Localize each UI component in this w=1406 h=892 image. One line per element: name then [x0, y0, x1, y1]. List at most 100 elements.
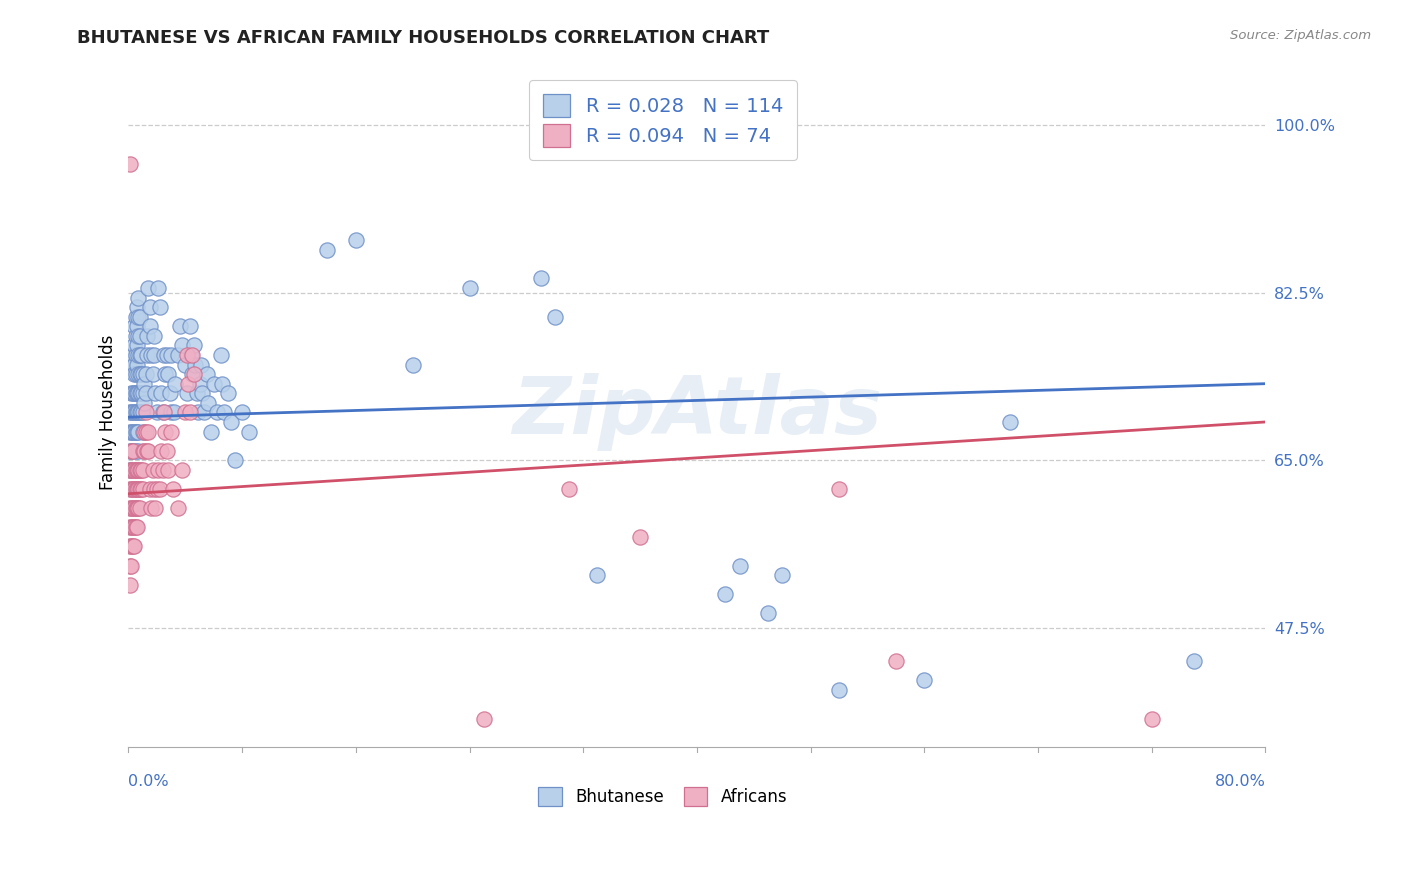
Point — [316, 243, 339, 257]
Point — [150, 443, 173, 458]
Point — [544, 310, 567, 324]
Point — [530, 271, 553, 285]
Point — [179, 319, 201, 334]
Point — [153, 405, 176, 419]
Point — [143, 328, 166, 343]
Point — [209, 348, 232, 362]
Point — [231, 405, 253, 419]
Point — [120, 443, 142, 458]
Point — [238, 425, 260, 439]
Point — [197, 396, 219, 410]
Point — [128, 348, 150, 362]
Point — [128, 482, 150, 496]
Point — [118, 577, 141, 591]
Point — [128, 367, 150, 381]
Point — [127, 501, 149, 516]
Point — [176, 348, 198, 362]
Point — [121, 405, 143, 419]
Point — [124, 443, 146, 458]
Point — [127, 291, 149, 305]
Point — [138, 281, 160, 295]
Point — [122, 386, 145, 401]
Point — [186, 386, 208, 401]
Point — [128, 501, 150, 516]
Point — [127, 310, 149, 324]
Point — [120, 540, 142, 554]
Point — [124, 310, 146, 324]
Point — [184, 358, 207, 372]
Point — [124, 425, 146, 439]
Point — [1140, 712, 1163, 726]
Point — [128, 463, 150, 477]
Point — [128, 310, 150, 324]
Point — [1182, 654, 1205, 668]
Point — [127, 425, 149, 439]
Point — [129, 386, 152, 401]
Point — [135, 367, 157, 381]
Point — [183, 338, 205, 352]
Point — [628, 530, 651, 544]
Point — [142, 463, 165, 477]
Point — [125, 319, 148, 334]
Point — [165, 376, 187, 391]
Point — [172, 338, 194, 352]
Point — [138, 443, 160, 458]
Point — [118, 156, 141, 170]
Point — [124, 520, 146, 534]
Point — [181, 348, 204, 362]
Point — [179, 405, 201, 419]
Point — [120, 443, 142, 458]
Point — [121, 463, 143, 477]
Point — [131, 443, 153, 458]
Point — [156, 348, 179, 362]
Point — [127, 482, 149, 496]
Point — [131, 463, 153, 477]
Point — [127, 348, 149, 362]
Point — [120, 501, 142, 516]
Text: 0.0%: 0.0% — [128, 774, 169, 789]
Point — [122, 367, 145, 381]
Point — [160, 405, 183, 419]
Point — [118, 520, 141, 534]
Point — [200, 425, 222, 439]
Point — [132, 396, 155, 410]
Point — [344, 233, 367, 247]
Point — [118, 501, 141, 516]
Text: Source: ZipAtlas.com: Source: ZipAtlas.com — [1230, 29, 1371, 42]
Point — [211, 376, 233, 391]
Point — [122, 482, 145, 496]
Y-axis label: Family Households: Family Households — [100, 334, 117, 490]
Point — [127, 367, 149, 381]
Point — [714, 587, 737, 601]
Point — [128, 405, 150, 419]
Point — [124, 501, 146, 516]
Point — [122, 358, 145, 372]
Point — [160, 425, 183, 439]
Point — [183, 367, 205, 381]
Point — [132, 425, 155, 439]
Point — [188, 376, 211, 391]
Point — [125, 358, 148, 372]
Point — [127, 405, 149, 419]
Point — [121, 386, 143, 401]
Point — [142, 367, 165, 381]
Point — [828, 482, 851, 496]
Point — [124, 386, 146, 401]
Point — [586, 568, 609, 582]
Point — [160, 348, 183, 362]
Point — [125, 463, 148, 477]
Point — [202, 376, 225, 391]
Point — [143, 482, 166, 496]
Point — [162, 482, 184, 496]
Point — [122, 501, 145, 516]
Point — [138, 425, 160, 439]
Point — [205, 405, 228, 419]
Point — [120, 558, 142, 573]
Point — [132, 443, 155, 458]
Point — [156, 443, 179, 458]
Point — [131, 425, 153, 439]
Point — [122, 463, 145, 477]
Point — [120, 482, 142, 496]
Point — [157, 367, 180, 381]
Point — [148, 463, 170, 477]
